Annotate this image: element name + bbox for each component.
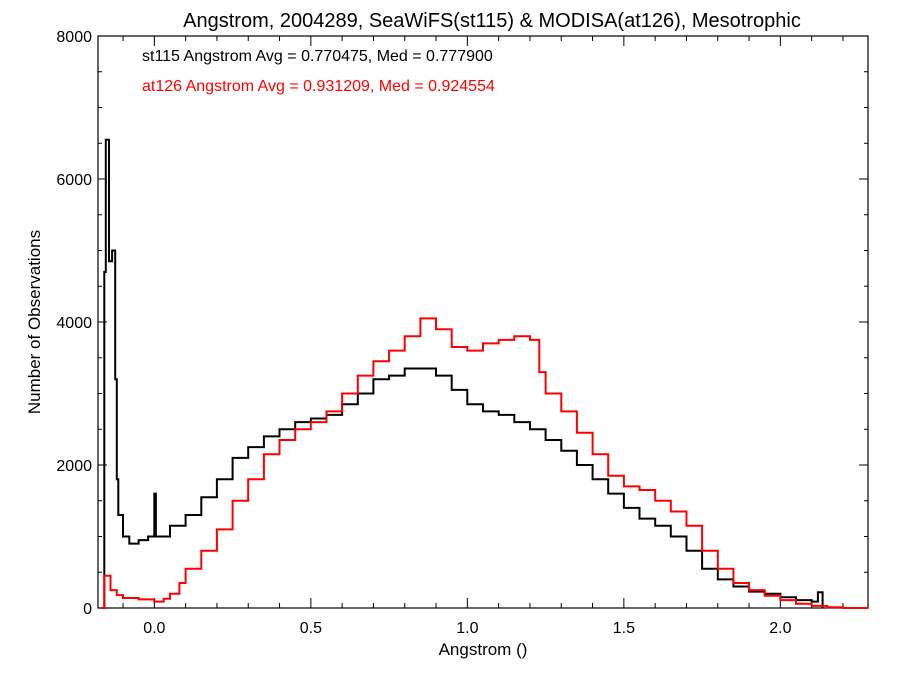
x-axis: 0.0 0.5 1.0 1.5 2.0	[122, 36, 844, 637]
x-tick-label: 1.0	[456, 620, 478, 637]
y-tick-label: 2000	[56, 458, 92, 475]
annotation-st115: st115 Angstrom Avg = 0.770475, Med = 0.7…	[142, 48, 493, 65]
x-tick-label: 0.0	[143, 620, 165, 637]
series-layer	[101, 138, 868, 609]
y-tick-label: 0	[83, 601, 92, 618]
y-axis-label: Number of Observations	[25, 230, 44, 414]
y-tick-label: 8000	[56, 29, 92, 46]
series-at126-line	[101, 317, 868, 609]
y-axis: 0 2000 4000 6000 8000	[56, 29, 868, 618]
y-tick-label: 4000	[56, 315, 92, 332]
x-tick-label: 0.5	[300, 620, 322, 637]
y-tick-label: 6000	[56, 172, 92, 189]
x-axis-label: Angstrom ()	[439, 640, 528, 659]
x-tick-label: 1.5	[613, 620, 635, 637]
annotation-at126: at126 Angstrom Avg = 0.931209, Med = 0.9…	[142, 78, 495, 95]
series-st115-line	[101, 138, 824, 609]
x-tick-label: 2.0	[769, 620, 791, 637]
chart-title: Angstrom, 2004289, SeaWiFS(st115) & MODI…	[183, 10, 801, 32]
plot-frame	[97, 35, 869, 609]
